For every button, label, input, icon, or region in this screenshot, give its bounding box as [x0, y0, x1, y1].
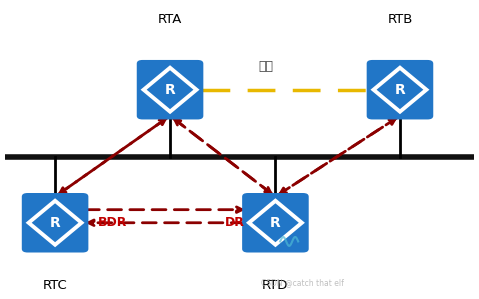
- Text: 邻居: 邻居: [258, 60, 274, 73]
- Text: BDR: BDR: [98, 216, 127, 229]
- FancyBboxPatch shape: [137, 60, 203, 120]
- Text: R: R: [50, 216, 60, 230]
- Text: RTD: RTD: [262, 279, 289, 292]
- Text: RTC: RTC: [43, 279, 68, 292]
- Text: DR: DR: [225, 216, 245, 229]
- FancyBboxPatch shape: [366, 60, 433, 120]
- Text: R: R: [270, 216, 281, 230]
- Text: R: R: [165, 83, 175, 97]
- FancyBboxPatch shape: [242, 193, 308, 252]
- FancyBboxPatch shape: [22, 193, 88, 252]
- Text: RTB: RTB: [388, 13, 412, 26]
- Text: CSDN @catch that elf: CSDN @catch that elf: [261, 278, 344, 287]
- Text: RTA: RTA: [158, 13, 182, 26]
- Text: R: R: [395, 83, 405, 97]
